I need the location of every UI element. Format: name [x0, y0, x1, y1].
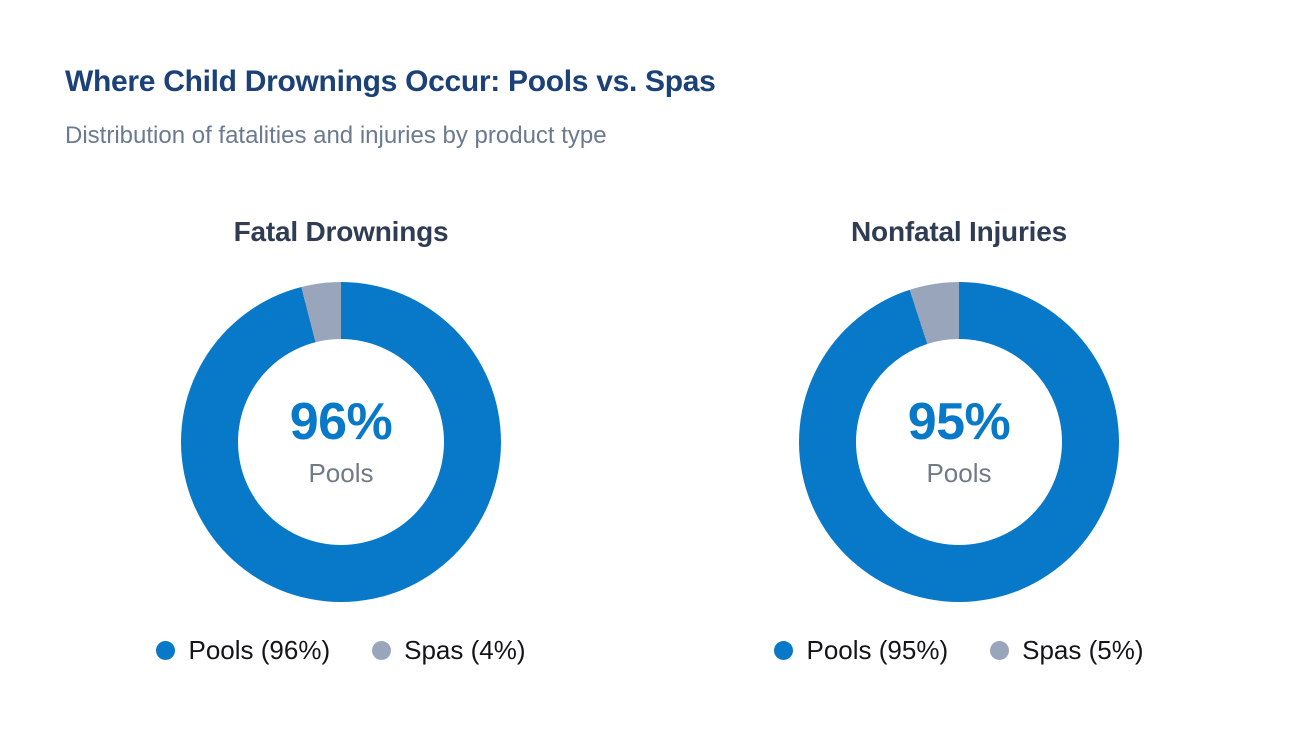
donut-chart-nonfatal: 95% Pools [799, 282, 1119, 603]
legend-item-pools: Pools (96%) [156, 636, 330, 665]
spas-swatch-icon [990, 640, 1010, 660]
legend-item-pools: Pools (95%) [774, 636, 948, 665]
legend-label-spas: Spas (4%) [404, 635, 526, 666]
chart-title-fatal: Fatal Drownings [233, 216, 449, 248]
center-percent-fatal: 96% [289, 393, 393, 452]
legend-nonfatal: Pools (95%) Spas (5%) [774, 635, 1144, 666]
page-subtitle: Distribution of fatalities and injuries … [65, 122, 607, 149]
legend-item-spas: Spas (4%) [372, 635, 526, 666]
center-percent-nonfatal: 95% [907, 393, 1011, 452]
donut-center-nonfatal: 95% Pools [856, 339, 1062, 546]
legend-item-spas: Spas (5%) [990, 635, 1144, 666]
chart-fatal-drownings: Fatal Drownings 96% Pools Pools (96%) Sp… [81, 215, 601, 665]
donut-center-fatal: 96% Pools [238, 339, 444, 546]
spas-swatch-icon [372, 640, 392, 660]
header: Where Child Drownings Occur: Pools vs. S… [0, 0, 1300, 151]
legend-label-spas: Spas (5%) [1022, 635, 1144, 666]
page-title: Where Child Drownings Occur: Pools vs. S… [65, 65, 716, 98]
legend-label-pools: Pools (95%) [806, 635, 949, 666]
pools-swatch-icon [156, 640, 176, 660]
chart-nonfatal-injuries: Nonfatal Injuries 95% Pools Pools (95%) … [699, 215, 1219, 665]
center-sublabel-fatal: Pools [308, 457, 374, 488]
charts-row: Fatal Drownings 96% Pools Pools (96%) Sp… [0, 215, 1300, 665]
legend-fatal: Pools (96%) Spas (4%) [156, 635, 526, 666]
legend-label-pools: Pools (96%) [188, 635, 331, 666]
donut-chart-fatal: 96% Pools [181, 282, 501, 603]
chart-title-nonfatal: Nonfatal Injuries [851, 216, 1067, 248]
pools-swatch-icon [774, 640, 794, 660]
center-sublabel-nonfatal: Pools [926, 457, 992, 488]
